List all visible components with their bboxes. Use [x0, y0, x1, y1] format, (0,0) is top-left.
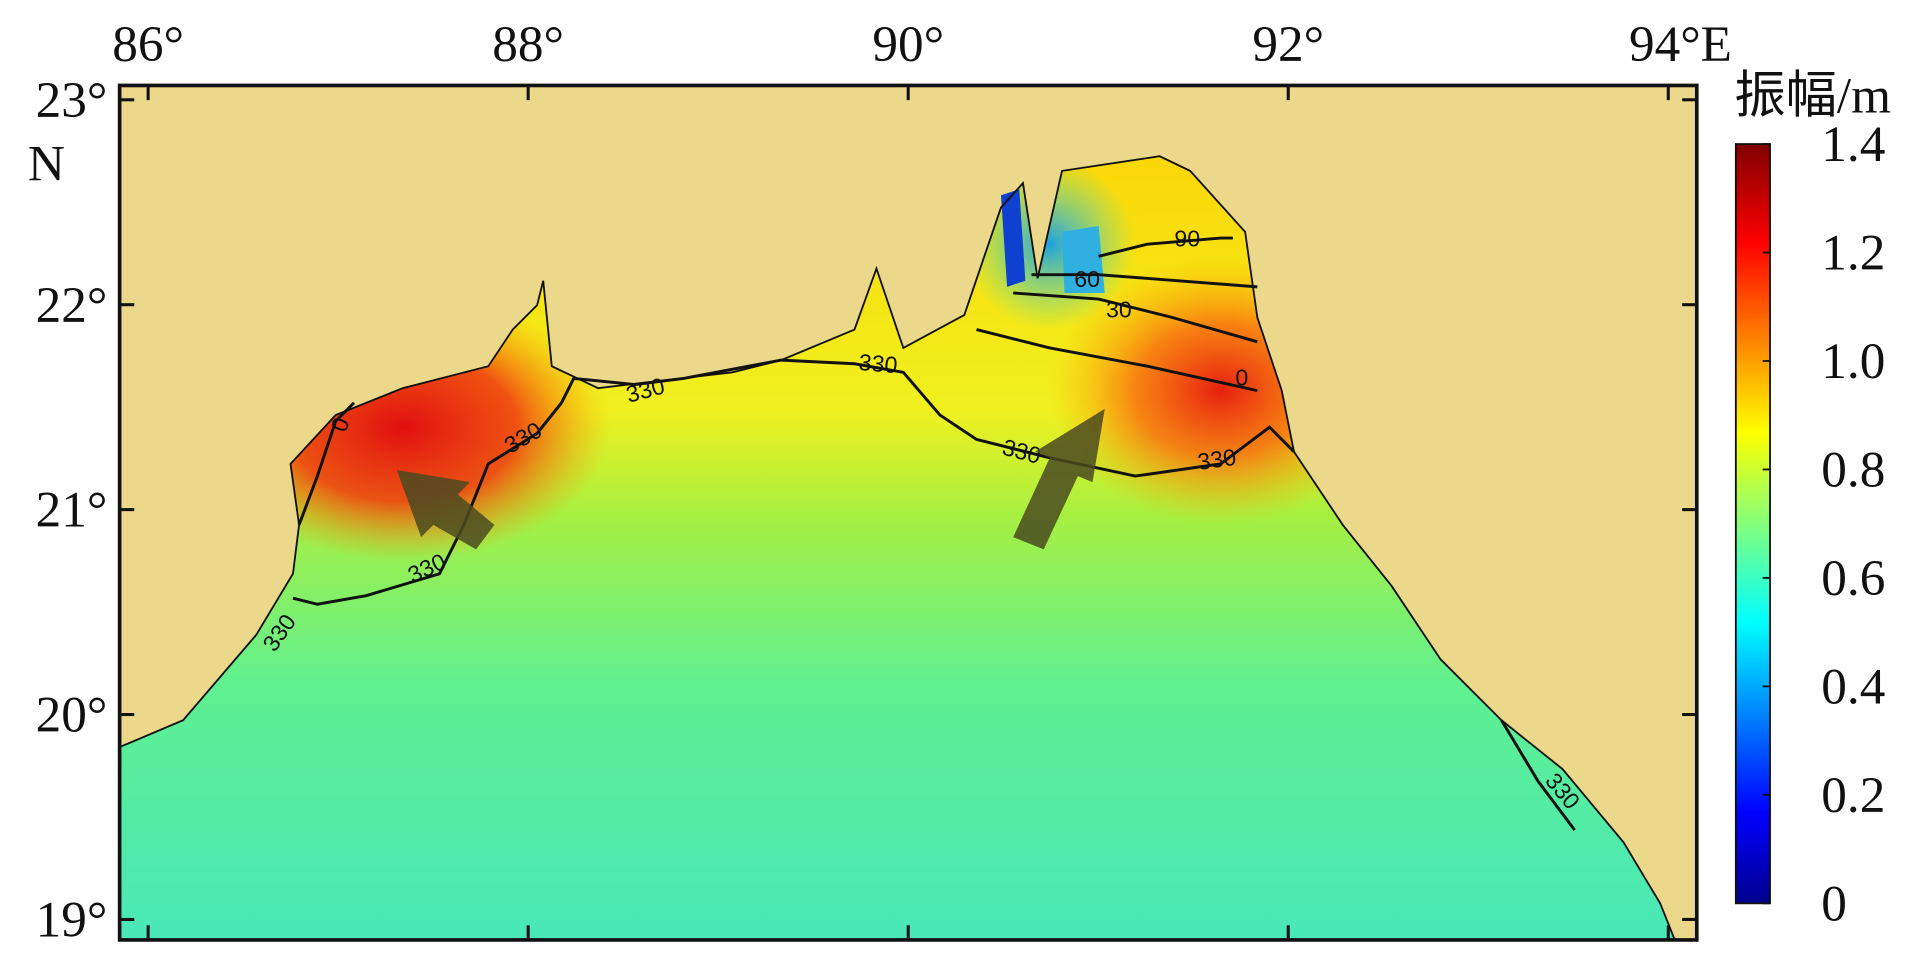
contour	[1031, 273, 1258, 289]
contour-label: 90	[1174, 226, 1200, 252]
y-tick-label: 22°	[36, 277, 108, 334]
contour-label: 330	[858, 349, 899, 378]
y-tick-label: 20°	[36, 687, 108, 744]
y-tick-label: 23°	[36, 72, 108, 129]
arrow	[1013, 408, 1105, 550]
figure-body: 0 330 330 330 330 330 330 330 0 30 60 90…	[28, 16, 1891, 949]
contour-label: 60	[1074, 266, 1100, 292]
contour	[976, 328, 1258, 393]
colorbar-tick-label: 0.6	[1821, 550, 1885, 607]
contour	[1013, 291, 1258, 344]
colorbar-tick-label: 1.0	[1821, 333, 1885, 390]
colorbar-tick-label: 0.4	[1821, 658, 1885, 715]
contour	[1500, 719, 1576, 831]
colorbar	[1734, 143, 1771, 905]
contour-label: 30	[1106, 296, 1132, 322]
x-tick-label: 90°	[872, 16, 944, 73]
colorbar-tick-label: 0	[1821, 875, 1847, 932]
y-tick-label: 21°	[36, 482, 108, 539]
colorbar-title: 振幅/m	[1734, 67, 1891, 124]
colorbar-tick-label: 1.2	[1821, 225, 1885, 282]
contour	[560, 358, 1295, 478]
colorbar-tick-label: 0.8	[1821, 442, 1885, 499]
contour-label: 330	[1196, 444, 1238, 475]
channel	[1000, 189, 1026, 287]
y-tick-label: 19°	[36, 892, 108, 949]
arrow	[396, 469, 495, 550]
y-unit: N	[28, 136, 65, 193]
x-tick-label: 94°E	[1629, 16, 1732, 73]
x-tick-label: 88°	[492, 16, 564, 73]
contour	[297, 401, 356, 526]
colorbar-tick-label: 0.2	[1821, 767, 1885, 824]
channel	[1062, 225, 1105, 293]
contour	[292, 401, 563, 606]
x-tick-label: 86°	[112, 16, 184, 73]
contour	[1098, 236, 1233, 258]
colorbar-tick-label: 1.4	[1821, 116, 1885, 173]
x-tick-label: 92°	[1252, 16, 1324, 73]
contour-label: 0	[1235, 365, 1248, 391]
